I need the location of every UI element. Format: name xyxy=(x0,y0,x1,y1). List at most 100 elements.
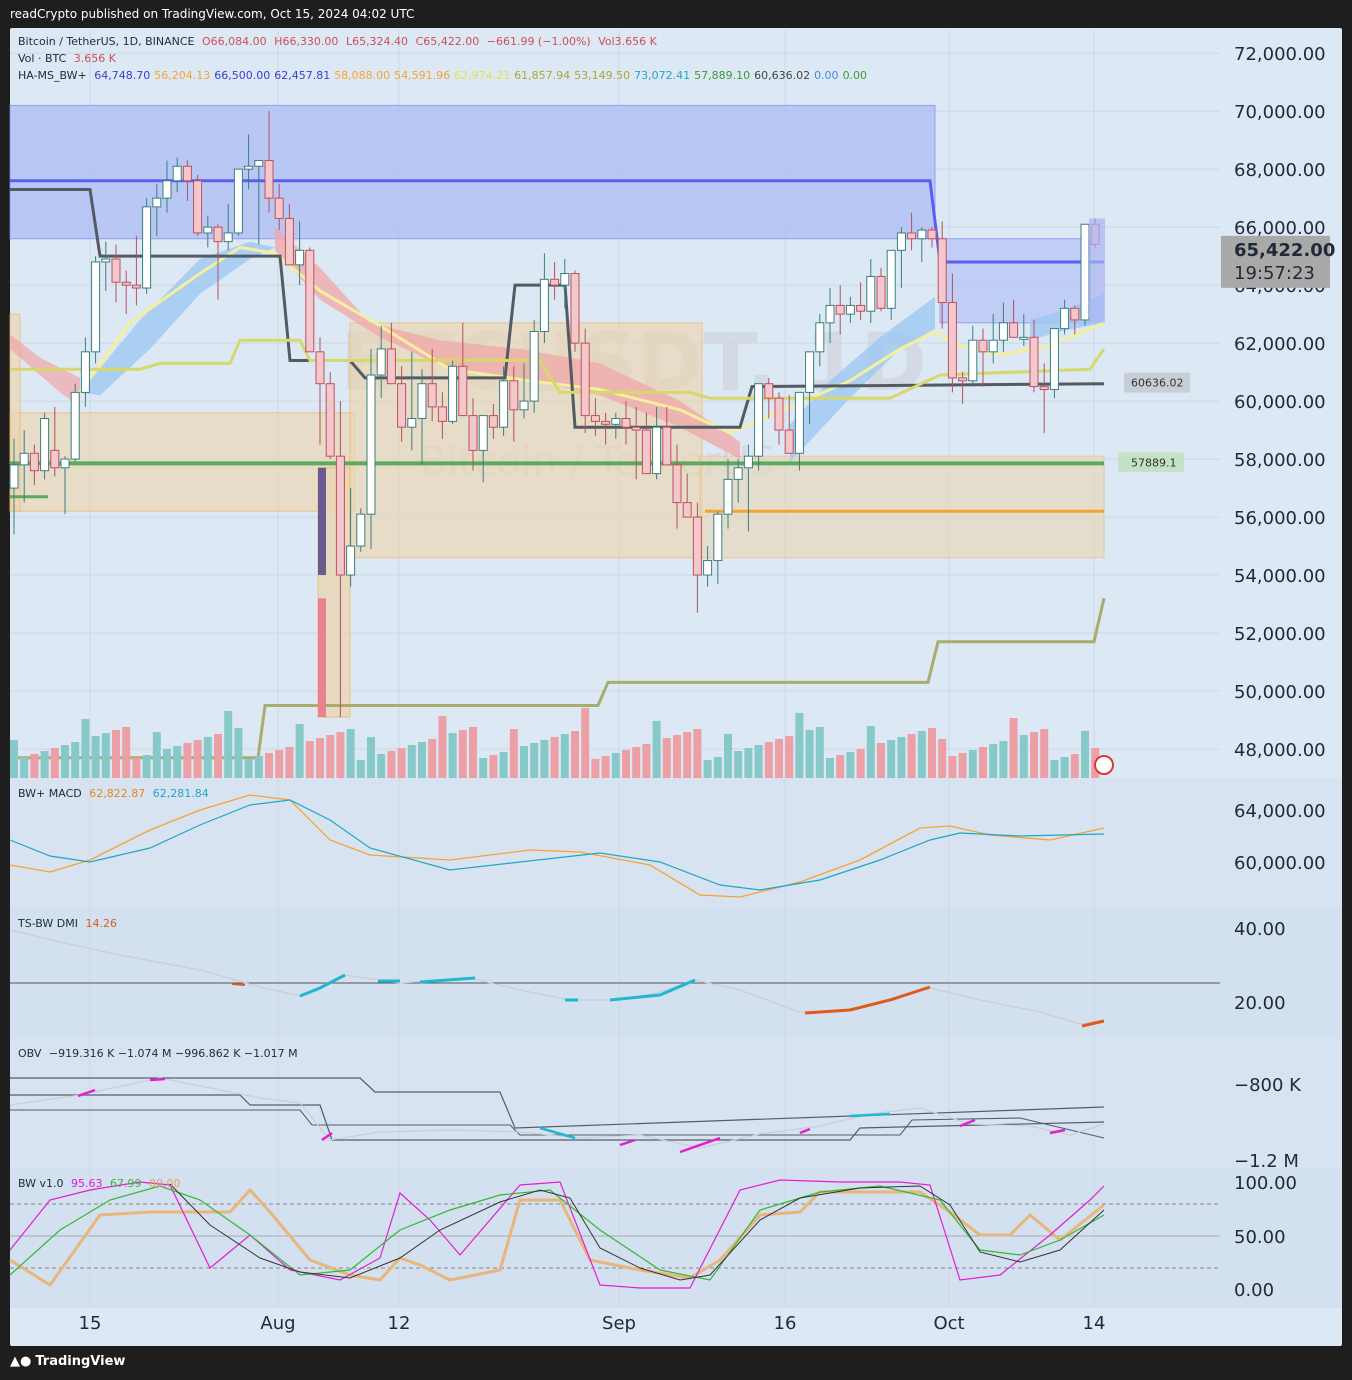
level-line-dark xyxy=(10,187,1105,429)
macd-value-2: 62,281.84 xyxy=(152,787,209,800)
candle-body xyxy=(417,383,427,419)
obv-mark xyxy=(77,1088,96,1098)
candle-body-dip-dark xyxy=(318,467,326,576)
candle-body xyxy=(366,374,376,515)
indicator-name[interactable]: HA-MS_BW+ xyxy=(18,69,87,82)
volume-bar xyxy=(754,745,763,778)
price-axis-label: 50,000.00 xyxy=(1234,682,1326,703)
candle-body xyxy=(193,180,203,234)
dmi-axis-label: 20.00 xyxy=(1234,993,1286,1014)
volume-bar xyxy=(611,753,620,778)
price-axis-label: 54,000.00 xyxy=(1234,566,1326,587)
volume-bar xyxy=(917,731,926,778)
bw-name[interactable]: BW v1.0 xyxy=(18,1177,64,1190)
volume-bar xyxy=(10,740,18,778)
candle-body xyxy=(9,464,19,489)
volume-bar xyxy=(550,737,559,778)
candle-body xyxy=(264,159,274,199)
bw-line-magenta xyxy=(9,1179,1105,1289)
volume-bar xyxy=(499,752,508,778)
volume-bar xyxy=(214,734,222,778)
level-tag-b xyxy=(1118,452,1184,473)
x-axis-label: Aug xyxy=(260,1313,295,1334)
obv-mark xyxy=(849,1112,891,1118)
indicator-value: 58,088.00 xyxy=(334,69,391,82)
obv-name[interactable]: OBV xyxy=(18,1047,42,1060)
candle-body xyxy=(152,197,162,208)
dmi-name[interactable]: TS-BW DMI xyxy=(18,917,79,930)
volume-bar xyxy=(744,748,753,778)
tradingview-logo-icon[interactable]: ▲● xyxy=(10,1354,32,1369)
volume-bar xyxy=(958,753,967,778)
volume-bar xyxy=(91,736,100,778)
macd-line-blue xyxy=(9,799,1105,891)
volume-bar xyxy=(764,742,773,778)
volume-bar xyxy=(173,746,182,778)
candle-body xyxy=(203,226,213,234)
volume-bar xyxy=(20,757,29,778)
volume-bar xyxy=(1060,757,1069,778)
volume-bar xyxy=(1030,732,1038,778)
candle-body xyxy=(131,284,141,289)
vol-legend-value: 3.656 K xyxy=(73,52,116,65)
price-axis-label: 52,000.00 xyxy=(1234,624,1326,645)
volume-bar xyxy=(632,747,641,778)
candle-body xyxy=(835,304,845,315)
indicator-legend: HA-MS_BW+ 64,748.70 56,204.13 66,500.00 62,… xyxy=(18,69,871,82)
dmi-segment-orange xyxy=(231,983,246,986)
volume-bar xyxy=(571,731,579,778)
symbol-label[interactable]: Bitcoin / TetherUS, 1D, BINANCE xyxy=(18,35,195,48)
candle-body xyxy=(998,322,1008,341)
volume-bar xyxy=(438,716,447,778)
macd-axis-label: 60,000.00 xyxy=(1234,853,1326,874)
volume-bar xyxy=(805,730,814,778)
dmi-segment-orange xyxy=(804,985,931,1015)
candle-body xyxy=(50,449,60,469)
volume-bar xyxy=(856,749,865,778)
volume-bar xyxy=(652,721,661,778)
dmi-value: 14.26 xyxy=(85,917,118,930)
candle-body xyxy=(550,278,560,286)
volume-bar xyxy=(275,750,284,778)
volume-bar xyxy=(152,732,161,778)
macd-legend: BW+ MACD 62,822.87 62,281.84 xyxy=(18,787,213,800)
volume-bar xyxy=(407,745,416,778)
candle-body xyxy=(1070,307,1080,321)
volume-bar xyxy=(662,738,671,778)
x-axis-label: Sep xyxy=(602,1313,636,1334)
volume-bar xyxy=(775,739,783,778)
dmi-segment-cyan xyxy=(419,976,476,984)
vol-label[interactable]: Vol · BTC xyxy=(18,52,67,65)
volume-bar xyxy=(826,758,834,778)
level-tag-a-text: 60636.02 xyxy=(1131,377,1184,390)
candle-body xyxy=(805,351,815,393)
resistance-box xyxy=(9,104,936,240)
candle-body xyxy=(529,331,539,402)
bw-axis-label: 100.00 xyxy=(1234,1173,1297,1194)
volume-bar xyxy=(866,726,875,778)
candle-body xyxy=(652,426,662,475)
candle-body xyxy=(499,380,509,428)
bw-value-3: 80.00 xyxy=(149,1177,181,1190)
candle-body xyxy=(478,415,488,451)
macd-name[interactable]: BW+ MACD xyxy=(18,787,82,800)
obv-line-2 xyxy=(10,1094,1105,1141)
x-axis-label: 16 xyxy=(774,1313,797,1334)
volume-bar xyxy=(999,741,1008,778)
volume-bar xyxy=(346,729,355,778)
candle-body xyxy=(356,513,366,547)
volume-bar xyxy=(71,742,80,778)
footer-brand[interactable]: TradingView xyxy=(35,1354,126,1369)
volume-bar xyxy=(591,759,600,778)
volume-bar xyxy=(1009,718,1018,778)
volume-bar xyxy=(540,740,549,778)
bw-axis-label: 50.00 xyxy=(1234,1227,1286,1248)
dmi-legend: TS-BW DMI 14.26 xyxy=(18,917,121,930)
volume-bar xyxy=(142,755,151,778)
candle-body xyxy=(397,383,407,428)
volume-bar xyxy=(907,734,916,778)
volume-bar xyxy=(336,732,345,778)
candle-body xyxy=(233,168,243,234)
x-axis-label: 14 xyxy=(1083,1313,1106,1334)
